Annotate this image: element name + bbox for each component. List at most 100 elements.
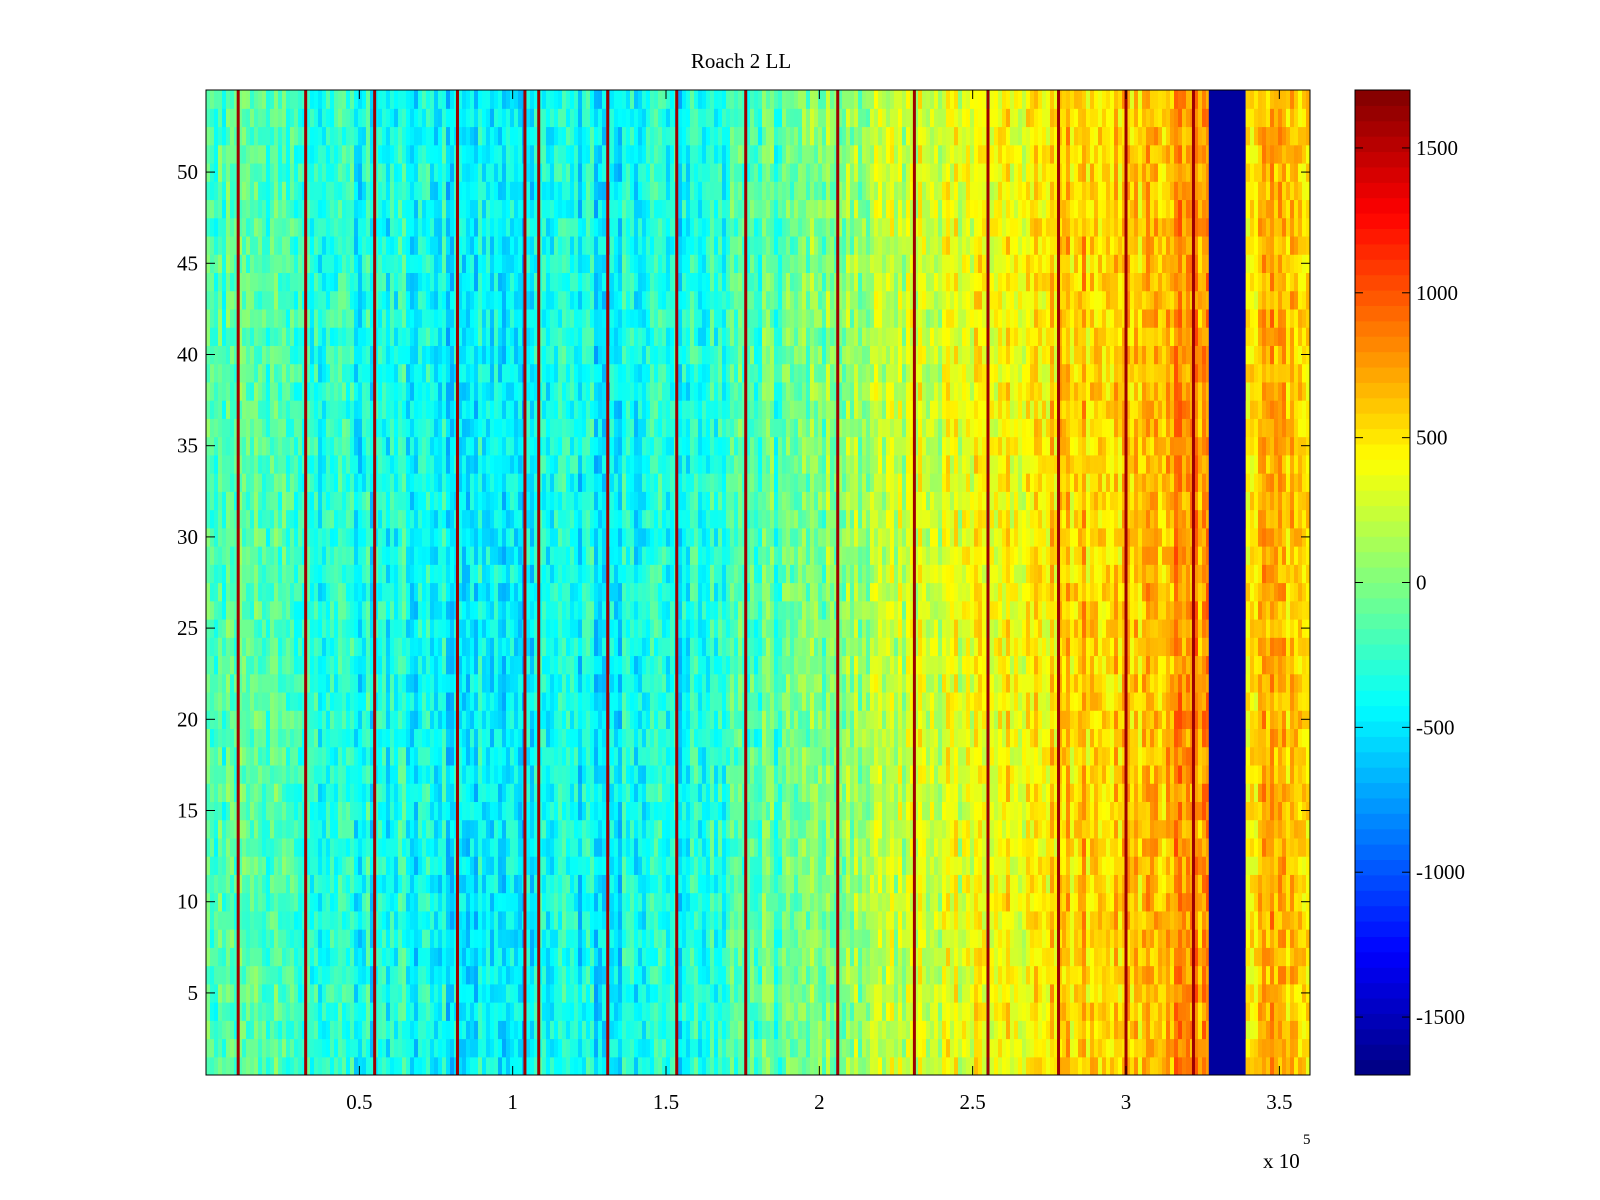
heatmap-cell bbox=[546, 308, 551, 328]
heatmap-cell bbox=[318, 673, 323, 693]
heatmap-cell bbox=[486, 983, 491, 1003]
heatmap-cell bbox=[438, 491, 443, 511]
heatmap-cell bbox=[382, 874, 387, 894]
heatmap-cell bbox=[238, 436, 243, 456]
heatmap-cell bbox=[326, 327, 331, 346]
heatmap-cell bbox=[450, 564, 455, 584]
heatmap-cell bbox=[494, 436, 499, 456]
heatmap-cell bbox=[258, 199, 263, 219]
heatmap-cell bbox=[250, 819, 255, 839]
heatmap-cell bbox=[234, 1020, 239, 1040]
heatmap-cell bbox=[414, 126, 419, 146]
heatmap-cell bbox=[438, 746, 443, 766]
heatmap-cell bbox=[570, 144, 575, 164]
heatmap-cell bbox=[414, 637, 419, 657]
heatmap-cell bbox=[354, 418, 359, 438]
heatmap-cell bbox=[262, 418, 267, 438]
heatmap-cell bbox=[498, 290, 503, 310]
heatmap-cell bbox=[374, 546, 379, 565]
heatmap-cell bbox=[386, 144, 391, 164]
heatmap-cell bbox=[474, 728, 479, 748]
heatmap-cell bbox=[450, 327, 455, 346]
heatmap-cell bbox=[238, 509, 243, 529]
heatmap-cell bbox=[390, 144, 395, 164]
heatmap-cell bbox=[378, 436, 383, 456]
heatmap-cell bbox=[266, 764, 271, 784]
heatmap-cell bbox=[310, 546, 315, 565]
heatmap-cell bbox=[554, 783, 559, 802]
heatmap-cell bbox=[534, 381, 539, 401]
heatmap-cell bbox=[486, 473, 491, 492]
heatmap-cell bbox=[450, 108, 455, 128]
heatmap-cell bbox=[386, 1038, 391, 1058]
heatmap-cell bbox=[238, 947, 243, 967]
heatmap-cell bbox=[278, 454, 283, 474]
heatmap-cell bbox=[246, 856, 251, 875]
heatmap-cell bbox=[370, 874, 375, 894]
heatmap-cell bbox=[234, 764, 239, 784]
heatmap-cell bbox=[474, 801, 479, 821]
heatmap-cell bbox=[498, 655, 503, 675]
heatmap-cell bbox=[306, 436, 311, 456]
heatmap-cell bbox=[422, 527, 427, 547]
heatmap-cell bbox=[354, 181, 359, 201]
heatmap-cell bbox=[486, 856, 491, 875]
heatmap-cell bbox=[558, 162, 563, 182]
heatmap-cell bbox=[250, 618, 255, 638]
heatmap-cell bbox=[538, 491, 543, 511]
heatmap-cell bbox=[506, 436, 511, 456]
heatmap-cell bbox=[474, 272, 479, 292]
heatmap-cell bbox=[334, 509, 339, 529]
heatmap-cell bbox=[266, 345, 271, 365]
heatmap-cell bbox=[554, 363, 559, 383]
heatmap-cell bbox=[326, 655, 331, 675]
heatmap-cell bbox=[386, 126, 391, 146]
heatmap-cell bbox=[338, 947, 343, 967]
heatmap-cell bbox=[514, 290, 519, 310]
heatmap-cell bbox=[474, 910, 479, 930]
heatmap-cell bbox=[482, 126, 487, 146]
heatmap-cell bbox=[246, 910, 251, 930]
heatmap-cell bbox=[406, 837, 411, 857]
heatmap-cell bbox=[330, 856, 335, 875]
heatmap-cell bbox=[250, 199, 255, 219]
heatmap-cell bbox=[570, 600, 575, 620]
heatmap-cell bbox=[558, 983, 563, 1003]
heatmap-cell bbox=[350, 162, 355, 182]
heatmap-cell bbox=[450, 546, 455, 565]
heatmap-cell bbox=[370, 856, 375, 875]
heatmap-cell bbox=[554, 564, 559, 584]
heatmap-cell bbox=[462, 1056, 467, 1075]
heatmap-cell bbox=[322, 691, 327, 711]
heatmap-cell bbox=[322, 600, 327, 620]
heatmap-cell bbox=[222, 691, 227, 711]
heatmap-cell bbox=[210, 290, 215, 310]
heatmap-cell bbox=[334, 673, 339, 693]
heatmap-cell bbox=[366, 983, 371, 1003]
heatmap-cell bbox=[330, 90, 335, 109]
heatmap-cell bbox=[258, 618, 263, 638]
heatmap-cell bbox=[490, 874, 495, 894]
heatmap-cell bbox=[502, 418, 507, 438]
heatmap-cell bbox=[246, 90, 251, 109]
heatmap-cell bbox=[414, 363, 419, 383]
heatmap-cell bbox=[570, 327, 575, 346]
heatmap-cell bbox=[510, 929, 515, 948]
heatmap-cell bbox=[322, 272, 327, 292]
heatmap-cell bbox=[414, 254, 419, 274]
heatmap-cell bbox=[290, 856, 295, 875]
heatmap-cell bbox=[530, 582, 535, 602]
heatmap-cell bbox=[542, 144, 547, 164]
heatmap-cell bbox=[318, 381, 323, 401]
heatmap-cell bbox=[242, 1056, 247, 1075]
heatmap-cell bbox=[358, 1038, 363, 1058]
heatmap-cell bbox=[354, 728, 359, 748]
heatmap-cell bbox=[494, 1002, 499, 1021]
heatmap-cell bbox=[502, 363, 507, 383]
heatmap-cell bbox=[442, 746, 447, 766]
heatmap-cell bbox=[402, 710, 407, 730]
heatmap-cell bbox=[366, 1038, 371, 1058]
heatmap-cell bbox=[514, 1020, 519, 1040]
heatmap-cell bbox=[254, 728, 259, 748]
heatmap-cell bbox=[246, 710, 251, 730]
